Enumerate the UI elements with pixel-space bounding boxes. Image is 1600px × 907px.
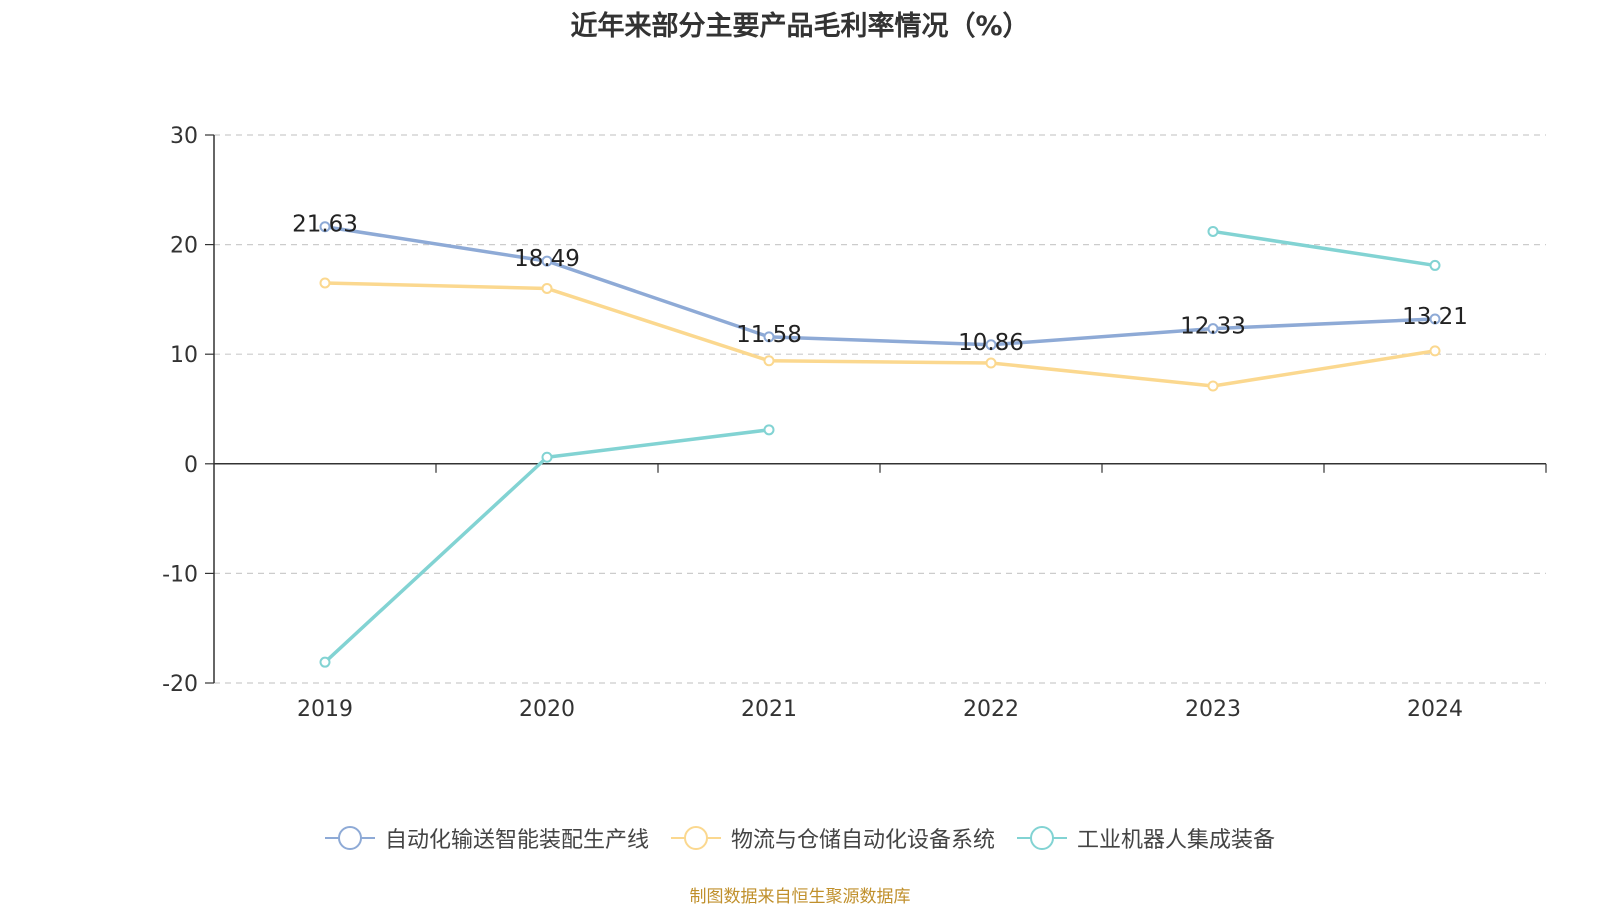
data-label: 12.33 — [1180, 314, 1246, 340]
x-tick-label: 2020 — [519, 697, 575, 722]
x-tick-label: 2022 — [963, 697, 1019, 722]
x-tick-label: 2019 — [297, 697, 353, 722]
legend-item[interactable]: 自动化输送智能装配生产线 — [324, 822, 649, 854]
legend-swatch — [670, 826, 721, 850]
legend-swatch — [324, 826, 375, 850]
legend: 自动化输送智能装配生产线 物流与仓储自动化设备系统 工业机器人集成装备 — [0, 822, 1600, 854]
data-label: 18.49 — [514, 246, 580, 272]
series — [319, 221, 1441, 668]
y-tick-label: 0 — [184, 453, 198, 478]
data-point — [763, 424, 775, 436]
x-tick-label: 2023 — [1185, 697, 1241, 722]
legend-item[interactable]: 物流与仓储自动化设备系统 — [670, 822, 995, 854]
y-tick-label: 10 — [170, 343, 198, 368]
chart-title: 近年来部分主要产品毛利率情况（%） — [570, 11, 1030, 42]
data-label: 21.63 — [292, 212, 358, 238]
legend-label: 物流与仓储自动化设备系统 — [730, 828, 995, 853]
data-point — [541, 282, 553, 294]
data-point — [985, 357, 997, 369]
legend-label: 自动化输送智能装配生产线 — [384, 828, 649, 853]
y-tick-label: -20 — [162, 672, 198, 697]
data-label: 11.58 — [736, 322, 802, 348]
data-point — [1207, 380, 1219, 392]
series-line — [1212, 229, 1436, 268]
data-label: 13.21 — [1402, 304, 1468, 330]
data-point — [319, 656, 331, 668]
data-point — [763, 355, 775, 367]
data-point — [319, 277, 331, 289]
axes: 30 20 10 0 -10 -20 2019 2020 2021 2022 2023 2024 — [162, 124, 1547, 722]
grid-lines — [214, 134, 1546, 684]
data-label: 10.86 — [958, 330, 1024, 356]
data-point — [541, 451, 553, 463]
y-tick-label: -10 — [162, 562, 198, 587]
x-tick-label: 2024 — [1407, 697, 1463, 722]
data-labels: 21.63 18.49 11.58 10.86 12.33 13.21 — [292, 212, 1468, 356]
data-point — [1207, 323, 1219, 335]
x-tick-label: 2021 — [741, 697, 797, 722]
data-point — [763, 331, 775, 343]
data-point — [319, 221, 331, 233]
series-line — [324, 225, 1436, 347]
legend-label: 工业机器人集成装备 — [1077, 828, 1276, 853]
series-line — [323, 428, 770, 664]
series-line — [324, 281, 1436, 388]
y-tick-label: 20 — [170, 234, 198, 259]
data-point — [1207, 225, 1219, 237]
legend-swatch — [1017, 826, 1067, 850]
source-note: 制图数据来自恒生聚源数据库 — [689, 887, 911, 907]
y-tick-label: 30 — [170, 124, 198, 149]
data-point — [985, 339, 997, 351]
legend-item[interactable]: 工业机器人集成装备 — [1017, 822, 1275, 854]
data-point — [1429, 259, 1441, 271]
data-point — [1429, 313, 1441, 325]
data-point — [1429, 345, 1441, 357]
data-point — [541, 255, 553, 267]
